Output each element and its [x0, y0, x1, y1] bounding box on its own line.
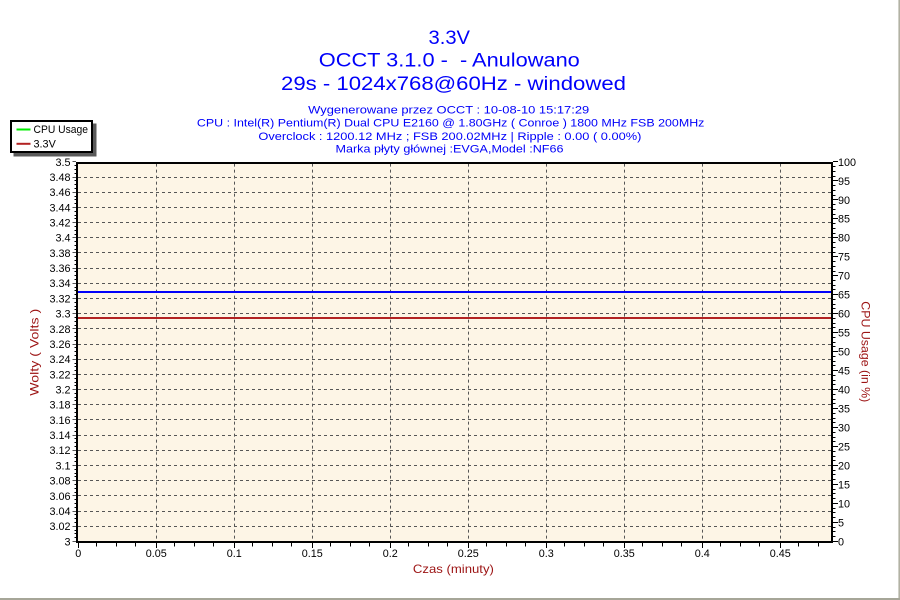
svg-text:100: 100	[838, 157, 856, 169]
svg-text:Wygenerowane przez OCCT : 10-0: Wygenerowane przez OCCT : 10-08-10 15:17…	[308, 105, 589, 117]
svg-text:3.08: 3.08	[49, 476, 70, 488]
svg-text:0: 0	[75, 548, 81, 560]
svg-text:3.34: 3.34	[49, 278, 70, 290]
svg-text:55: 55	[838, 328, 850, 340]
svg-text:3.48: 3.48	[49, 172, 70, 184]
svg-text:65: 65	[838, 290, 850, 302]
svg-text:0.15: 0.15	[302, 548, 323, 560]
svg-text:Wolty ( Volts ): Wolty ( Volts )	[28, 309, 42, 396]
svg-text:3.4: 3.4	[55, 233, 70, 245]
svg-text:3.36: 3.36	[49, 263, 70, 275]
svg-text:15: 15	[838, 479, 850, 491]
svg-text:25: 25	[838, 441, 850, 453]
svg-text:3.1: 3.1	[55, 460, 70, 472]
svg-text:20: 20	[838, 460, 850, 472]
svg-text:3.14: 3.14	[49, 430, 70, 442]
svg-text:80: 80	[838, 233, 850, 245]
svg-text:45: 45	[838, 366, 850, 378]
svg-text:35: 35	[838, 404, 850, 416]
svg-text:3.44: 3.44	[49, 202, 70, 214]
svg-text:3.42: 3.42	[49, 218, 70, 230]
svg-text:3.12: 3.12	[49, 445, 70, 457]
svg-text:Overclock : 1200.12 MHz ; FSB: Overclock : 1200.12 MHz ; FSB 200.02MHz …	[258, 131, 641, 143]
svg-text:29s - 1024x768@60Hz - windowed: 29s - 1024x768@60Hz - windowed	[281, 74, 626, 95]
svg-text:3: 3	[64, 536, 70, 548]
svg-text:3.46: 3.46	[49, 187, 70, 199]
svg-text:95: 95	[838, 176, 850, 188]
svg-text:3.5: 3.5	[55, 157, 70, 169]
svg-text:3.26: 3.26	[49, 339, 70, 351]
svg-text:Czas (minuty): Czas (minuty)	[413, 562, 494, 576]
svg-text:CPU Usage: CPU Usage	[34, 124, 89, 136]
svg-text:0.3: 0.3	[539, 548, 554, 560]
svg-text:3.24: 3.24	[49, 354, 70, 366]
svg-text:0.4: 0.4	[695, 548, 710, 560]
svg-text:3.02: 3.02	[49, 521, 70, 533]
svg-text:0.25: 0.25	[458, 548, 479, 560]
svg-text:3.3: 3.3	[55, 309, 70, 321]
svg-text:70: 70	[838, 271, 850, 283]
svg-text:30: 30	[838, 422, 850, 434]
svg-text:3.3V: 3.3V	[34, 139, 57, 151]
svg-text:75: 75	[838, 252, 850, 264]
svg-text:0.1: 0.1	[227, 548, 242, 560]
svg-text:CPU : Intel(R) Pentium(R) Dual: CPU : Intel(R) Pentium(R) Dual CPU E2160…	[197, 118, 705, 130]
svg-text:3.38: 3.38	[49, 248, 70, 260]
svg-text:0.35: 0.35	[614, 548, 635, 560]
svg-text:50: 50	[838, 347, 850, 359]
svg-text:Marka płyty głównej :EVGA,Mode: Marka płyty głównej :EVGA,Model :NF66	[336, 143, 564, 155]
svg-text:90: 90	[838, 195, 850, 207]
svg-text:OCCT 3.1.0 - - Anulowano: OCCT 3.1.0 - - Anulowano	[319, 50, 580, 71]
svg-text:3.06: 3.06	[49, 491, 70, 503]
svg-text:3.22: 3.22	[49, 369, 70, 381]
svg-text:0.2: 0.2	[383, 548, 398, 560]
svg-text:0.45: 0.45	[770, 548, 791, 560]
svg-text:3.28: 3.28	[49, 324, 70, 336]
svg-text:5: 5	[838, 517, 844, 529]
svg-text:CPU Usage (in %): CPU Usage (in %)	[859, 301, 873, 402]
svg-text:3.3V: 3.3V	[429, 28, 471, 49]
svg-text:0.05: 0.05	[146, 548, 167, 560]
svg-text:3.04: 3.04	[49, 506, 70, 518]
svg-text:0: 0	[838, 536, 844, 548]
svg-text:85: 85	[838, 214, 850, 226]
svg-text:3.32: 3.32	[49, 293, 70, 305]
svg-text:3.16: 3.16	[49, 415, 70, 427]
svg-text:60: 60	[838, 309, 850, 321]
svg-text:40: 40	[838, 385, 850, 397]
svg-text:3.2: 3.2	[55, 385, 70, 397]
svg-text:3.18: 3.18	[49, 400, 70, 412]
svg-text:10: 10	[838, 498, 850, 510]
